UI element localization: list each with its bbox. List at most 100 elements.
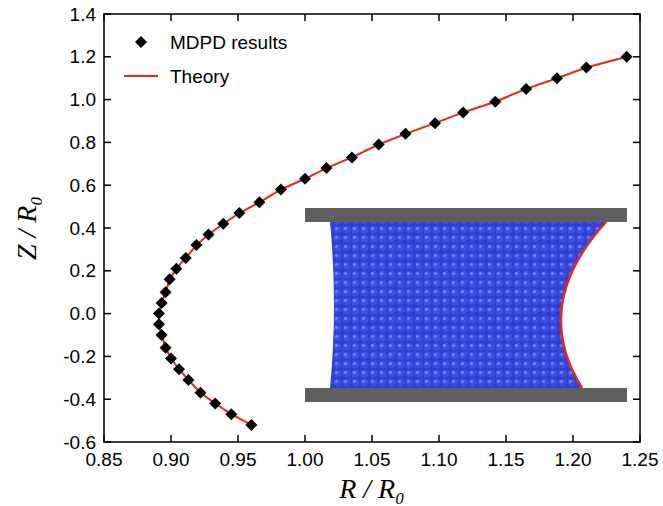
y-tick xyxy=(104,13,111,15)
chart: 0.850.900.951.001.051.101.151.201.25-0.6… xyxy=(0,0,663,506)
data-point xyxy=(580,62,592,74)
y-tick-right xyxy=(633,184,640,186)
x-tick-top xyxy=(639,14,641,21)
x-tick xyxy=(639,435,641,442)
data-point xyxy=(520,83,532,95)
y-tick-label: 0.6 xyxy=(70,175,96,196)
x-tick-top xyxy=(572,14,574,21)
data-point xyxy=(209,397,221,409)
data-point xyxy=(165,353,177,365)
data-point xyxy=(233,207,245,219)
data-point xyxy=(153,318,165,330)
data-point xyxy=(173,363,185,375)
y-tick-label: 0.0 xyxy=(70,303,96,324)
data-point xyxy=(190,239,202,251)
data-point xyxy=(164,273,176,285)
axes: 0.850.900.951.001.051.101.151.201.25-0.6… xyxy=(63,4,658,471)
x-tick xyxy=(505,435,507,442)
y-tick xyxy=(104,56,111,58)
inset-illustration xyxy=(305,208,627,402)
x-tick-top xyxy=(237,14,239,21)
x-axis-title: R / R₀ xyxy=(338,473,405,504)
x-tick xyxy=(103,435,105,442)
y-tick-label: 1.0 xyxy=(70,89,96,110)
y-tick xyxy=(104,99,111,101)
y-tick-label: 0.8 xyxy=(70,132,96,153)
y-tick-label: -0.4 xyxy=(63,389,96,410)
y-tick xyxy=(104,270,111,272)
y-tick-right xyxy=(633,398,640,400)
data-point xyxy=(621,51,633,63)
liquid-bridge xyxy=(330,222,606,388)
data-point xyxy=(245,419,257,431)
plot-frame xyxy=(104,14,640,442)
data-point xyxy=(299,173,311,185)
x-tick xyxy=(170,435,172,442)
y-tick-right xyxy=(633,13,640,15)
x-tick-label: 0.90 xyxy=(153,449,190,470)
y-tick xyxy=(104,227,111,229)
x-tick xyxy=(438,435,440,442)
data-point xyxy=(170,263,182,275)
data-point xyxy=(275,183,287,195)
y-tick-right xyxy=(633,227,640,229)
x-tick xyxy=(304,435,306,442)
x-tick xyxy=(371,435,373,442)
data-point xyxy=(160,286,172,298)
y-tick xyxy=(104,441,111,443)
y-tick-right xyxy=(633,313,640,315)
y-tick-label: -0.2 xyxy=(63,346,96,367)
y-tick xyxy=(104,313,111,315)
y-tick-label: 0.2 xyxy=(70,260,96,281)
legend-label: MDPD results xyxy=(170,32,287,53)
y-tick-right xyxy=(633,270,640,272)
y-tick xyxy=(104,184,111,186)
data-point xyxy=(551,72,563,84)
theory-line xyxy=(159,57,627,425)
y-tick xyxy=(104,356,111,358)
theory-profile xyxy=(561,222,606,388)
data-point xyxy=(217,218,229,230)
x-tick xyxy=(572,435,574,442)
x-tick-top xyxy=(371,14,373,21)
x-tick-label: 1.25 xyxy=(622,449,659,470)
x-tick-label: 1.15 xyxy=(488,449,525,470)
x-tick-top xyxy=(170,14,172,21)
data-point xyxy=(160,342,172,354)
data-point xyxy=(194,387,206,399)
x-tick-label: 1.00 xyxy=(287,449,324,470)
data-point xyxy=(225,408,237,420)
y-tick-right xyxy=(633,441,640,443)
data-point xyxy=(182,374,194,386)
y-tick-right xyxy=(633,356,640,358)
legend-swatch xyxy=(135,36,147,48)
top-plate xyxy=(305,208,627,222)
data-point xyxy=(489,96,501,108)
x-tick-top xyxy=(103,14,105,21)
data-point xyxy=(180,252,192,264)
legend: MDPD results Theory xyxy=(124,32,287,87)
data-point xyxy=(429,117,441,129)
y-axis-title: Z / R₀ xyxy=(11,196,42,260)
data-point xyxy=(457,106,469,118)
x-tick-label: 1.20 xyxy=(555,449,592,470)
x-tick-label: 1.05 xyxy=(354,449,391,470)
legend-label: Theory xyxy=(170,66,230,87)
y-tick-label: 0.4 xyxy=(70,218,97,239)
data-point xyxy=(253,196,265,208)
y-tick xyxy=(104,398,111,400)
x-tick-top xyxy=(505,14,507,21)
y-tick-label: 1.2 xyxy=(70,46,96,67)
data-point xyxy=(203,228,215,240)
x-tick-label: 0.95 xyxy=(220,449,257,470)
data-point xyxy=(320,162,332,174)
x-tick-top xyxy=(304,14,306,21)
data-point xyxy=(373,139,385,151)
data-point xyxy=(156,329,168,341)
y-tick-right xyxy=(633,56,640,58)
x-tick-top xyxy=(438,14,440,21)
x-tick xyxy=(237,435,239,442)
x-tick-label: 1.10 xyxy=(421,449,458,470)
data-point xyxy=(400,128,412,140)
data-point xyxy=(346,151,358,163)
